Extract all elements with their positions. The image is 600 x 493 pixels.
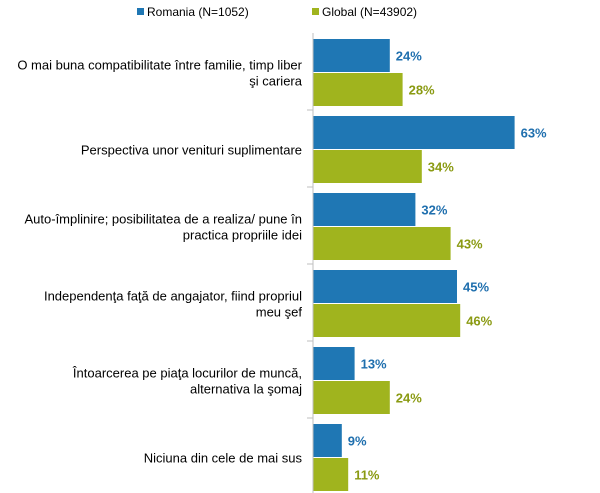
value-label: 9%: [348, 434, 367, 449]
value-label: 11%: [354, 468, 380, 483]
category-label: Auto-împlinire; posibilitatea de a reali…: [25, 212, 303, 243]
legend-swatch-1: [312, 8, 319, 15]
value-label: 24%: [396, 391, 422, 406]
bar-romania: [313, 347, 355, 380]
value-label: 13%: [361, 357, 387, 372]
bars: [313, 39, 515, 491]
value-label: 24%: [396, 49, 422, 64]
bar-global: [313, 458, 349, 491]
value-label: 32%: [421, 203, 447, 218]
value-label: 63%: [521, 126, 547, 141]
bar-romania: [313, 270, 457, 303]
value-label: 45%: [463, 280, 489, 295]
legend: Romania (N=1052) Global (N=43902): [137, 5, 417, 19]
value-labels: 24% 28% 63% 34% 32% 43% 45% 46% 13% 24% 9% 11%: [348, 49, 547, 483]
value-label: 43%: [457, 237, 483, 252]
bar-global: [313, 381, 390, 414]
legend-swatch-0: [137, 8, 144, 15]
bar-romania: [313, 193, 416, 226]
category-label: Perspectiva unor venituri suplimentare: [81, 143, 302, 158]
category-label: Independenţa faţă de angajator, fiind pr…: [44, 289, 302, 320]
category-labels: O mai buna compatibilitate între familie…: [17, 58, 302, 466]
bar-romania: [313, 424, 342, 457]
value-label: 34%: [428, 160, 454, 175]
bar-global: [313, 304, 461, 337]
bar-global: [313, 227, 451, 260]
bar-romania: [313, 116, 515, 149]
category-label: Întoarcerea pe piaţa locurilor de muncă,…: [72, 366, 302, 397]
legend-label-1: Global (N=43902): [322, 5, 417, 19]
bar-global: [313, 73, 403, 106]
bar-romania: [313, 39, 390, 72]
category-separators: [307, 109, 313, 419]
legend-label-0: Romania (N=1052): [147, 5, 249, 19]
category-label: Niciuna din cele de mai sus: [144, 451, 303, 466]
value-label: 28%: [409, 83, 435, 98]
value-label: 46%: [466, 314, 492, 329]
category-label: O mai buna compatibilitate între familie…: [17, 58, 302, 89]
bar-global: [313, 150, 422, 183]
